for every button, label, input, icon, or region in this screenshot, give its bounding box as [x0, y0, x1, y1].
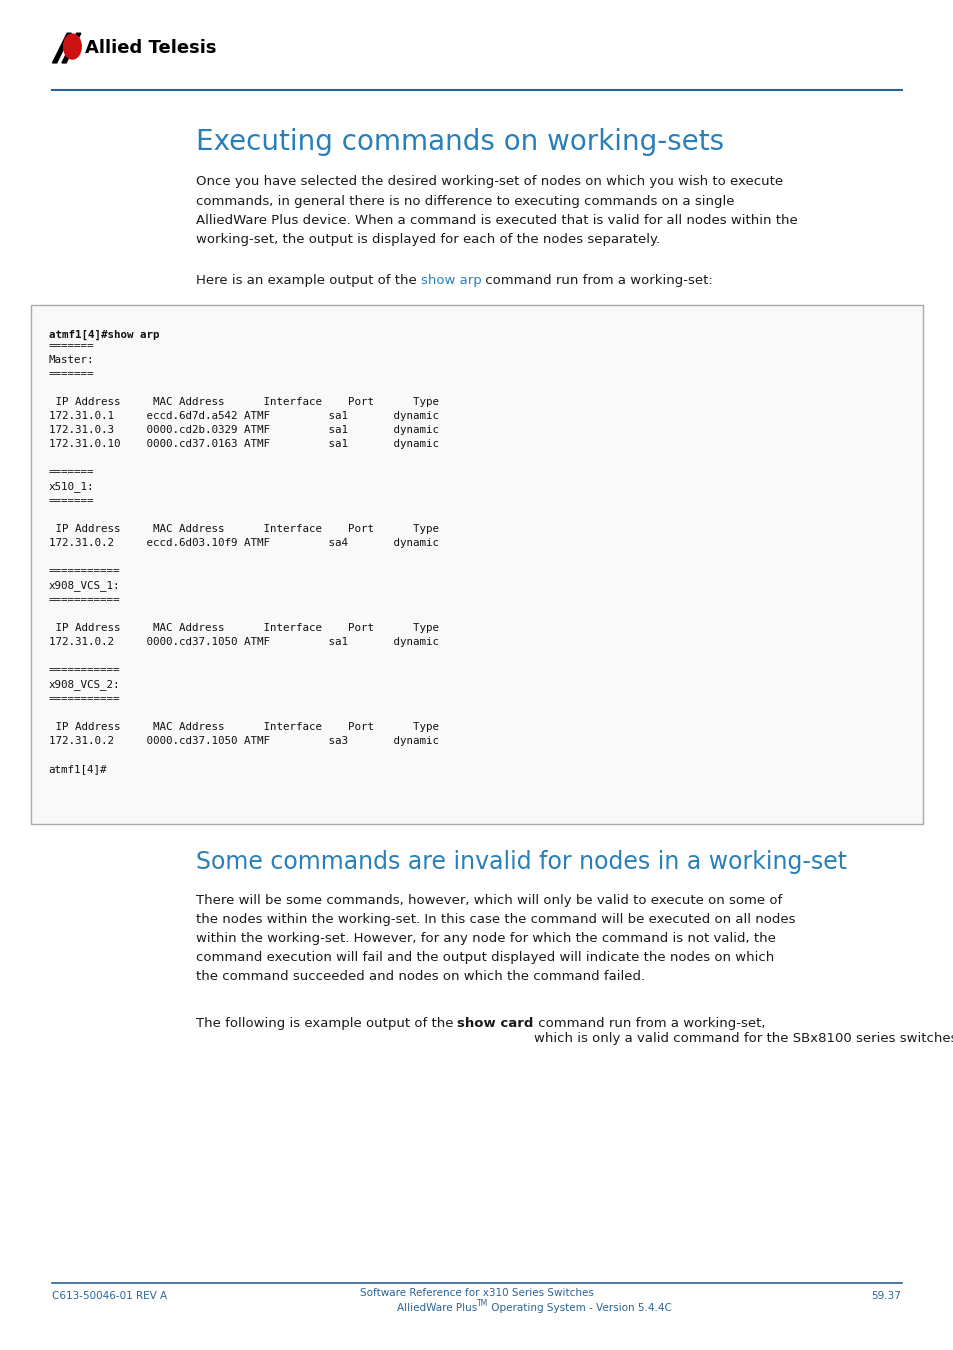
Text: C613-50046-01 REV A: C613-50046-01 REV A: [52, 1291, 168, 1300]
Text: Software Reference for x310 Series Switches: Software Reference for x310 Series Switc…: [359, 1288, 594, 1297]
Text: Once you have selected the desired working-set of nodes on which you wish to exe: Once you have selected the desired worki…: [195, 176, 797, 246]
Text: show arp: show arp: [420, 274, 481, 288]
Text: Here is an example output of the: Here is an example output of the: [195, 274, 420, 288]
Text: =======
Master:
=======

 IP Address     MAC Address      Interface    Port     : ======= Master: ======= IP Address MAC A…: [49, 342, 438, 774]
Circle shape: [64, 34, 81, 59]
Polygon shape: [52, 34, 71, 63]
FancyBboxPatch shape: [31, 305, 922, 824]
Text: atmf1[4]#show arp: atmf1[4]#show arp: [49, 329, 159, 340]
Text: Allied Telesis: Allied Telesis: [85, 39, 216, 57]
Text: There will be some commands, however, which will only be valid to execute on som: There will be some commands, however, wh…: [195, 894, 794, 983]
Polygon shape: [62, 34, 81, 63]
Text: Operating System - Version 5.4.4C: Operating System - Version 5.4.4C: [488, 1303, 672, 1312]
Text: command run from a working-set,
which is only a valid command for the SBx8100 se: command run from a working-set, which is…: [533, 1017, 953, 1045]
Text: AlliedWare Plus: AlliedWare Plus: [396, 1303, 476, 1312]
Text: Some commands are invalid for nodes in a working-set: Some commands are invalid for nodes in a…: [195, 850, 846, 875]
Text: command run from a working-set:: command run from a working-set:: [481, 274, 712, 288]
Text: TM: TM: [476, 1299, 488, 1308]
Text: show card: show card: [456, 1017, 533, 1030]
Text: The following is example output of the: The following is example output of the: [195, 1017, 456, 1030]
Text: 59.37: 59.37: [871, 1291, 901, 1300]
Text: Executing commands on working-sets: Executing commands on working-sets: [195, 128, 723, 157]
